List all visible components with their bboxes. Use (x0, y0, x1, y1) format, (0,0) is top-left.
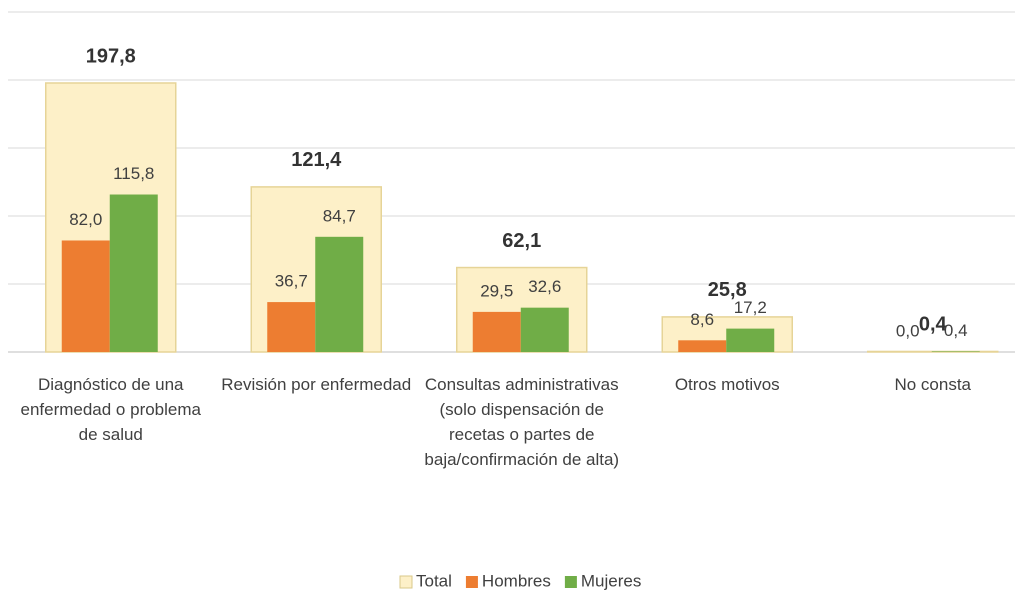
legend-label: Mujeres (581, 571, 641, 590)
value-label: 17,2 (734, 298, 767, 317)
legend-swatch (564, 576, 577, 588)
total-label: 197,8 (86, 45, 136, 67)
x-tick-label: No consta (894, 375, 972, 394)
value-label: 8,6 (690, 310, 714, 329)
legend-swatch (399, 575, 413, 589)
legend-swatch (465, 576, 478, 588)
value-label: 84,7 (323, 206, 356, 225)
value-label: 36,7 (275, 272, 308, 291)
x-tick-label: Revisión por enfermedad (221, 375, 412, 394)
bar (472, 311, 521, 352)
value-label: 32,6 (528, 277, 561, 296)
bar (931, 351, 980, 352)
total-label: 0,4 (919, 314, 948, 336)
value-label: 82,0 (69, 210, 102, 229)
bar (678, 340, 727, 352)
value-label: 0,0 (896, 321, 920, 340)
total-label: 121,4 (291, 149, 342, 171)
bar (315, 236, 364, 352)
value-label: 0,4 (944, 321, 968, 340)
legend-label: Total (416, 571, 452, 590)
bar (61, 240, 110, 352)
bar (267, 302, 316, 352)
legend-label: Hombres (482, 571, 551, 590)
x-tick-label: Otros motivos (674, 375, 780, 394)
value-label: 29,5 (480, 281, 513, 300)
total-label: 25,8 (708, 279, 747, 301)
x-tick-label: Diagnóstico de una enfermedad o problema… (20, 375, 201, 444)
bar (726, 328, 775, 352)
value-label: 115,8 (113, 164, 154, 183)
total-label: 62,1 (502, 230, 541, 252)
bar (109, 194, 158, 352)
bar (520, 307, 569, 352)
x-tick-label: Consultas administrativas (solo dispensa… (424, 375, 620, 469)
